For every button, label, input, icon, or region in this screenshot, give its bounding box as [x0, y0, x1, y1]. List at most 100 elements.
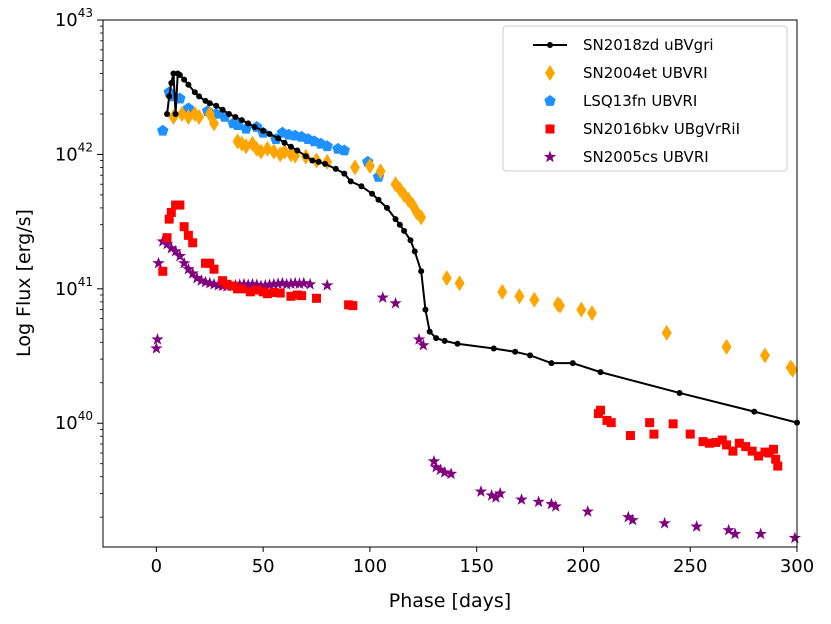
- data-point: [269, 287, 279, 297]
- data-point: [626, 513, 639, 526]
- data-point: [209, 264, 219, 274]
- data-point: [434, 463, 447, 476]
- data-point: [358, 183, 365, 190]
- data-point: [494, 487, 507, 499]
- data-point: [490, 345, 497, 352]
- data-point: [769, 444, 779, 454]
- data-point: [321, 278, 334, 291]
- data-point: [222, 279, 232, 289]
- data-point: [297, 291, 307, 301]
- data-point: [162, 233, 172, 243]
- data-point: [429, 460, 443, 473]
- data-point: [213, 102, 220, 109]
- data-point: [711, 437, 721, 447]
- data-point: [322, 160, 329, 167]
- data-point: [151, 332, 164, 345]
- data-point: [348, 301, 358, 311]
- data-point: [182, 102, 195, 114]
- data-point: [444, 467, 458, 480]
- data-point: [164, 110, 171, 117]
- data-point: [179, 222, 189, 232]
- data-point: [532, 495, 545, 508]
- data-point: [286, 291, 296, 301]
- data-point: [182, 262, 195, 275]
- data-point: [284, 277, 298, 290]
- data-point: [206, 100, 213, 107]
- data-point: [190, 271, 204, 284]
- data-point: [166, 207, 176, 217]
- data-point: [185, 81, 192, 88]
- legend-marker: [545, 65, 555, 81]
- data-point: [417, 338, 430, 351]
- data-point: [717, 435, 727, 445]
- series-sn2016bkv: [158, 200, 783, 471]
- axes-layer: 0 50 100 150 200 250 300 1040 1041 1042 1043: [55, 6, 814, 577]
- series-sn2018zd: [164, 70, 800, 426]
- data-point: [704, 438, 714, 448]
- data-point: [554, 297, 565, 314]
- data-point: [485, 488, 498, 501]
- data-point: [183, 230, 193, 240]
- x-tick-label: 50: [252, 556, 275, 577]
- data-point: [181, 76, 188, 83]
- data-point: [275, 288, 285, 298]
- data-point: [225, 110, 232, 117]
- data-point: [625, 431, 635, 441]
- data-point: [177, 256, 191, 269]
- data-point: [321, 140, 333, 152]
- data-point: [369, 190, 376, 197]
- data-point: [734, 438, 744, 448]
- y-tick-label: 1043: [55, 6, 93, 31]
- data-point: [263, 278, 276, 291]
- legend-label: SN2004et UBVRI: [583, 64, 708, 82]
- data-point: [165, 241, 178, 254]
- series-layer: [150, 70, 802, 544]
- data-point: [728, 446, 738, 456]
- data-point: [759, 347, 770, 364]
- data-point: [309, 157, 316, 164]
- data-point: [312, 293, 322, 303]
- data-point: [771, 454, 781, 464]
- data-point: [164, 214, 174, 224]
- data-point: [302, 153, 309, 160]
- data-point: [293, 277, 306, 290]
- data-point: [514, 288, 525, 305]
- data-point: [172, 110, 179, 117]
- x-tick-label: 0: [151, 556, 162, 577]
- data-point: [242, 278, 255, 291]
- data-point: [280, 277, 293, 290]
- data-point: [194, 108, 205, 125]
- data-point: [569, 360, 576, 367]
- data-point: [489, 491, 503, 503]
- legend-marker: [547, 42, 553, 48]
- data-point: [698, 437, 708, 447]
- data-point: [205, 258, 215, 268]
- series-sn2005cs: [150, 234, 802, 544]
- data-point: [416, 209, 427, 226]
- data-point: [645, 418, 655, 428]
- data-point: [587, 305, 598, 322]
- data-point: [168, 79, 175, 86]
- data-point: [649, 429, 659, 439]
- data-point: [150, 341, 163, 354]
- data-point: [581, 505, 594, 517]
- data-point: [454, 275, 465, 292]
- data-point: [722, 523, 735, 536]
- data-point: [158, 266, 168, 276]
- data-point: [303, 277, 317, 290]
- data-point: [347, 178, 354, 185]
- data-point: [722, 440, 732, 450]
- data-point: [209, 115, 220, 132]
- data-point: [204, 105, 215, 122]
- data-point: [196, 93, 203, 100]
- data-point: [512, 348, 519, 355]
- data-point: [384, 204, 391, 211]
- data-point: [262, 289, 272, 299]
- x-tick-label: 250: [673, 556, 707, 577]
- data-point: [349, 159, 360, 176]
- data-point: [287, 143, 294, 150]
- legend-label: LSQ13fn UBVRI: [583, 92, 697, 110]
- data-point: [160, 237, 174, 250]
- data-point: [454, 340, 461, 347]
